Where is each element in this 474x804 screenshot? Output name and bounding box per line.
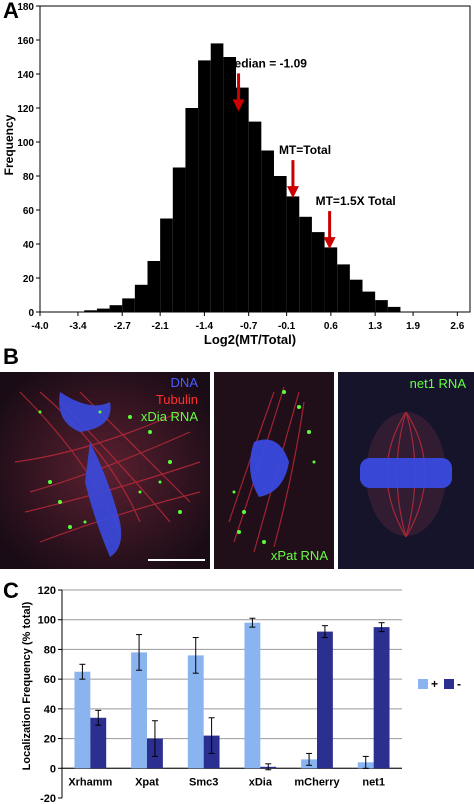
histogram-xtick-label: 2.6 (450, 321, 464, 332)
bar-minus (90, 717, 107, 769)
histogram-ytick-label: 100 (17, 138, 34, 149)
histogram-xtick-label: 1.3 (368, 321, 382, 332)
histogram-ytick-label: 80 (23, 172, 35, 183)
micrograph-xdia-image (0, 372, 210, 569)
bar-plus (74, 671, 91, 769)
histogram-xtick-label: -2.1 (152, 321, 170, 332)
bar-chart-category-label: Xrhamm (68, 776, 112, 788)
histogram-bar (286, 196, 300, 312)
histogram-ytick-label: 0 (28, 308, 34, 319)
bar-minus (317, 631, 333, 769)
histogram-bar (160, 218, 173, 312)
localization-bar-chart: Localization Frequency (% total) -20 0 20 4… (21, 585, 461, 804)
micrograph-xdia: DNA Tubulin xDia RNA (0, 372, 210, 569)
histogram-bar (84, 310, 97, 312)
histogram-bar (223, 57, 237, 312)
annotation-arrow-head (286, 186, 299, 199)
bar-chart-category-label: net1 (362, 776, 385, 788)
histogram-bar (134, 284, 148, 312)
bar-chart-ytick-label: 80 (44, 644, 56, 656)
histogram-xtick-label: -0.1 (278, 321, 296, 332)
label-xpat-rna: xPat RNA (270, 548, 328, 563)
bar-chart-ytick-label: 60 (44, 674, 56, 686)
bar-chart-category-label: Xpat (135, 776, 159, 788)
histogram-bar (349, 279, 363, 312)
annotation-arrow-head (232, 99, 245, 112)
bar-chart-ytick-label: 40 (44, 704, 56, 716)
bar-chart-ytick-label: 100 (38, 615, 56, 627)
micrograph-net1-image (338, 372, 474, 569)
bar-minus (373, 627, 390, 769)
annotation-label: Median = -1.09 (225, 56, 308, 70)
bar-chart-ytick-label: 0 (50, 763, 56, 775)
histogram-bar (109, 305, 123, 312)
histogram-ytick-label: 140 (17, 70, 34, 81)
histogram-bar (122, 298, 135, 312)
bar-chart-category-label: Smc3 (189, 776, 218, 788)
histogram-xtick-label: 1.9 (406, 321, 420, 332)
annotation-label: MT=1.5X Total (316, 194, 396, 208)
legend-swatch-plus (418, 679, 428, 689)
micrograph-xpat-image (214, 372, 334, 569)
histogram-xlabel: Log2(MT/Total) (204, 332, 296, 347)
panel-label-a: A (3, 0, 19, 23)
bar-plus (131, 652, 147, 769)
bar-chart-category-label: mCherry (294, 776, 340, 788)
histogram-bar (311, 232, 325, 312)
bar-chart-ytick-label: -20 (40, 793, 56, 804)
histogram-xtick-label: -1.4 (196, 321, 214, 332)
label-dna: DNA (170, 375, 198, 390)
annotation-label: MT=Total (279, 143, 331, 157)
histogram-bar (236, 87, 249, 312)
histogram-bar (273, 176, 287, 312)
histogram-bar (362, 291, 376, 312)
label-net1-rna: net1 RNA (409, 376, 466, 391)
histogram-ytick-label: 160 (17, 36, 34, 47)
bar-chart-ylabel: Localization Frequency (% total) (21, 601, 33, 770)
histogram-chart: Frequency Log2(MT/Total) 0 20 40 60 80 100 120… (2, 2, 471, 347)
histogram-ytick-label: 180 (17, 2, 34, 13)
label-xdia-rna: xDia RNA (140, 409, 198, 424)
bar-plus (244, 622, 261, 769)
histogram-bar (185, 108, 199, 312)
histogram-bar (337, 264, 350, 312)
bar-plus (187, 655, 204, 769)
histogram-xtick-label: -0.7 (240, 321, 258, 332)
legend-label-minus: - (457, 677, 461, 691)
histogram-bar (387, 306, 401, 312)
histogram-bar (248, 121, 262, 312)
histogram-ylabel: Frequency (2, 114, 16, 175)
histogram-xtick-label: -3.4 (69, 321, 87, 332)
histogram-bar (198, 60, 211, 313)
histogram-xtick-label: -2.7 (114, 321, 132, 332)
legend-label-plus: + (431, 677, 438, 691)
micrograph-net1: net1 RNA (338, 372, 474, 569)
histogram-ytick-label: 60 (23, 206, 35, 217)
histogram-bar (261, 150, 274, 312)
histogram-bar (172, 167, 186, 312)
histogram-ytick-label: 40 (23, 240, 35, 251)
histogram-bar (147, 261, 161, 312)
histogram-xtick-label: 0.6 (324, 321, 338, 332)
micrograph-xpat: xPat RNA (214, 372, 334, 569)
histogram-bar (375, 300, 388, 312)
histogram-bar (96, 308, 110, 312)
histogram-bar (299, 216, 312, 312)
panel-label-b: B (3, 344, 19, 369)
bar-chart-ytick-label: 20 (44, 734, 56, 746)
panel-label-c: C (3, 578, 19, 603)
bar-chart-category-label: xDia (249, 776, 273, 788)
bar-chart-ytick-label: 120 (38, 585, 56, 597)
annotation-arrow-head (323, 237, 336, 250)
legend-swatch-minus (444, 679, 454, 689)
histogram-ytick-label: 120 (17, 104, 34, 115)
label-tubulin: Tubulin (155, 392, 198, 407)
histogram-xtick-label: -4.0 (31, 321, 49, 332)
histogram-bar (210, 43, 224, 313)
histogram-ytick-label: 20 (23, 274, 35, 285)
histogram-bar (324, 247, 338, 312)
